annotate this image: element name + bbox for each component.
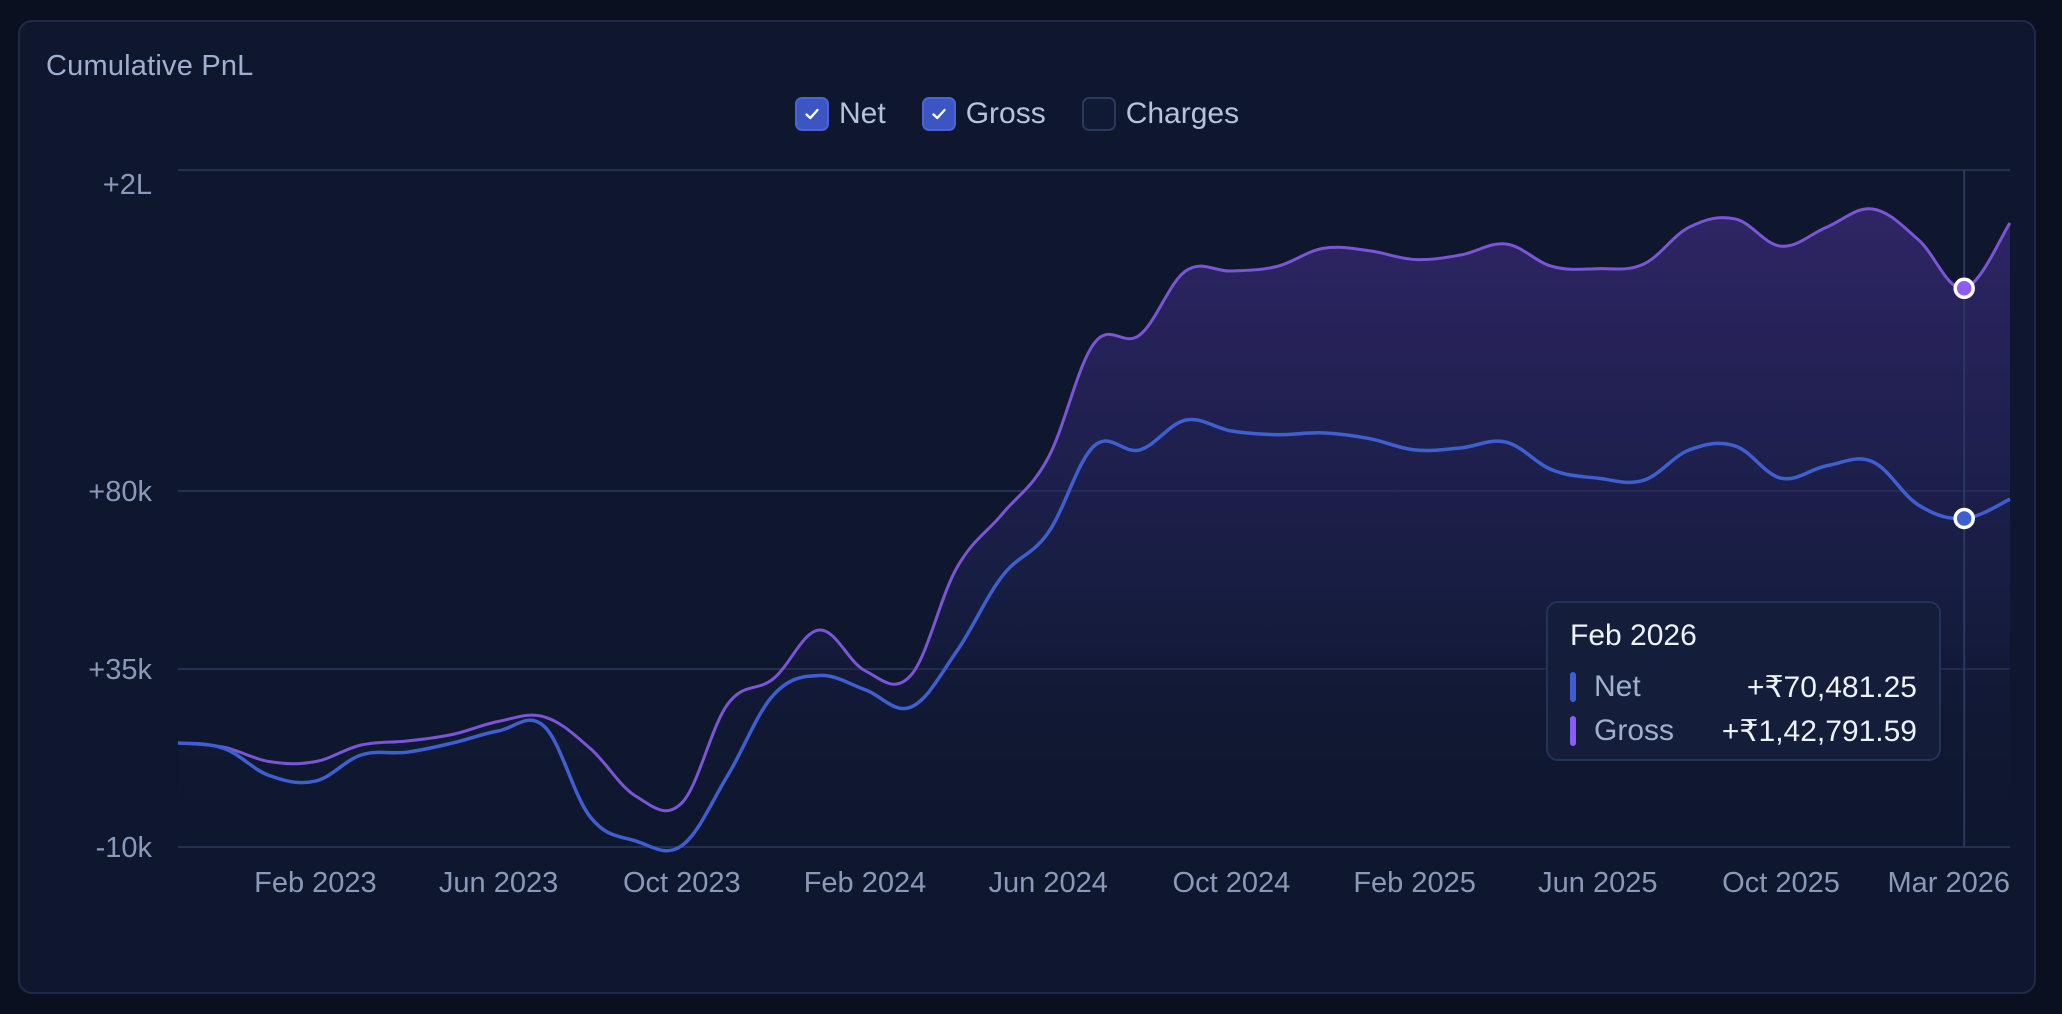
- legend-label-charges: Charges: [1125, 97, 1240, 130]
- legend-toggle-charges[interactable]: Charges: [1081, 97, 1240, 131]
- hover-tooltip: Feb 2026 Net +₹70,481.25 Gross +₹1,42,79…: [1546, 601, 1941, 761]
- chart-title: Cumulative PnL: [46, 50, 254, 82]
- check-icon: [805, 108, 819, 120]
- charges-checkbox[interactable]: [1081, 97, 1116, 131]
- series-line-gross: [177, 207, 2012, 813]
- series-line-net: [177, 417, 2011, 853]
- legend-toggle-gross[interactable]: Gross: [921, 97, 1046, 131]
- gross-checkbox[interactable]: [921, 97, 956, 131]
- x-tick-label: Oct 2024: [1173, 867, 1291, 899]
- tooltip-name-net: Net: [1594, 670, 1641, 703]
- tooltip-title: Feb 2026: [1570, 619, 1697, 652]
- tooltip-row-gross: Gross +₹1,42,791.59: [1570, 709, 1917, 753]
- x-tick-label: Feb 2024: [804, 867, 927, 899]
- marker-gross: [1953, 277, 1975, 300]
- x-tick-label: Jun 2023: [439, 867, 558, 899]
- y-tick-label: +2L: [103, 169, 152, 201]
- legend-toggle-net[interactable]: Net: [795, 97, 886, 131]
- x-tick-label: Jun 2024: [989, 867, 1108, 899]
- x-tick-label: Jun 2025: [1538, 867, 1657, 899]
- tooltip-value-net: +₹70,481.25: [1746, 670, 1917, 704]
- x-tick-label: Oct 2025: [1722, 867, 1840, 899]
- gross-swatch: [1570, 716, 1576, 746]
- tooltip-row-net: Net +₹70,481.25: [1570, 665, 1917, 709]
- x-tick-label: Feb 2025: [1353, 867, 1476, 899]
- series-legend: Net Gross Charges: [795, 94, 1275, 134]
- x-tick-label: Feb 2023: [254, 867, 377, 899]
- legend-label-gross: Gross: [965, 97, 1046, 130]
- net-swatch: [1570, 672, 1576, 702]
- x-tick-label: Mar 2026: [1887, 867, 2010, 899]
- legend-label-net: Net: [839, 97, 886, 130]
- x-tick-label: Oct 2023: [623, 867, 741, 899]
- y-tick-label: -10k: [96, 832, 153, 864]
- check-icon: [931, 108, 946, 120]
- y-tick-label: +80k: [88, 476, 152, 508]
- y-tick-label: +35k: [88, 654, 152, 686]
- marker-net: [1953, 507, 1975, 530]
- tooltip-value-gross: +₹1,42,791.59: [1721, 714, 1917, 748]
- tooltip-name-gross: Gross: [1594, 714, 1675, 747]
- net-checkbox[interactable]: [795, 97, 829, 131]
